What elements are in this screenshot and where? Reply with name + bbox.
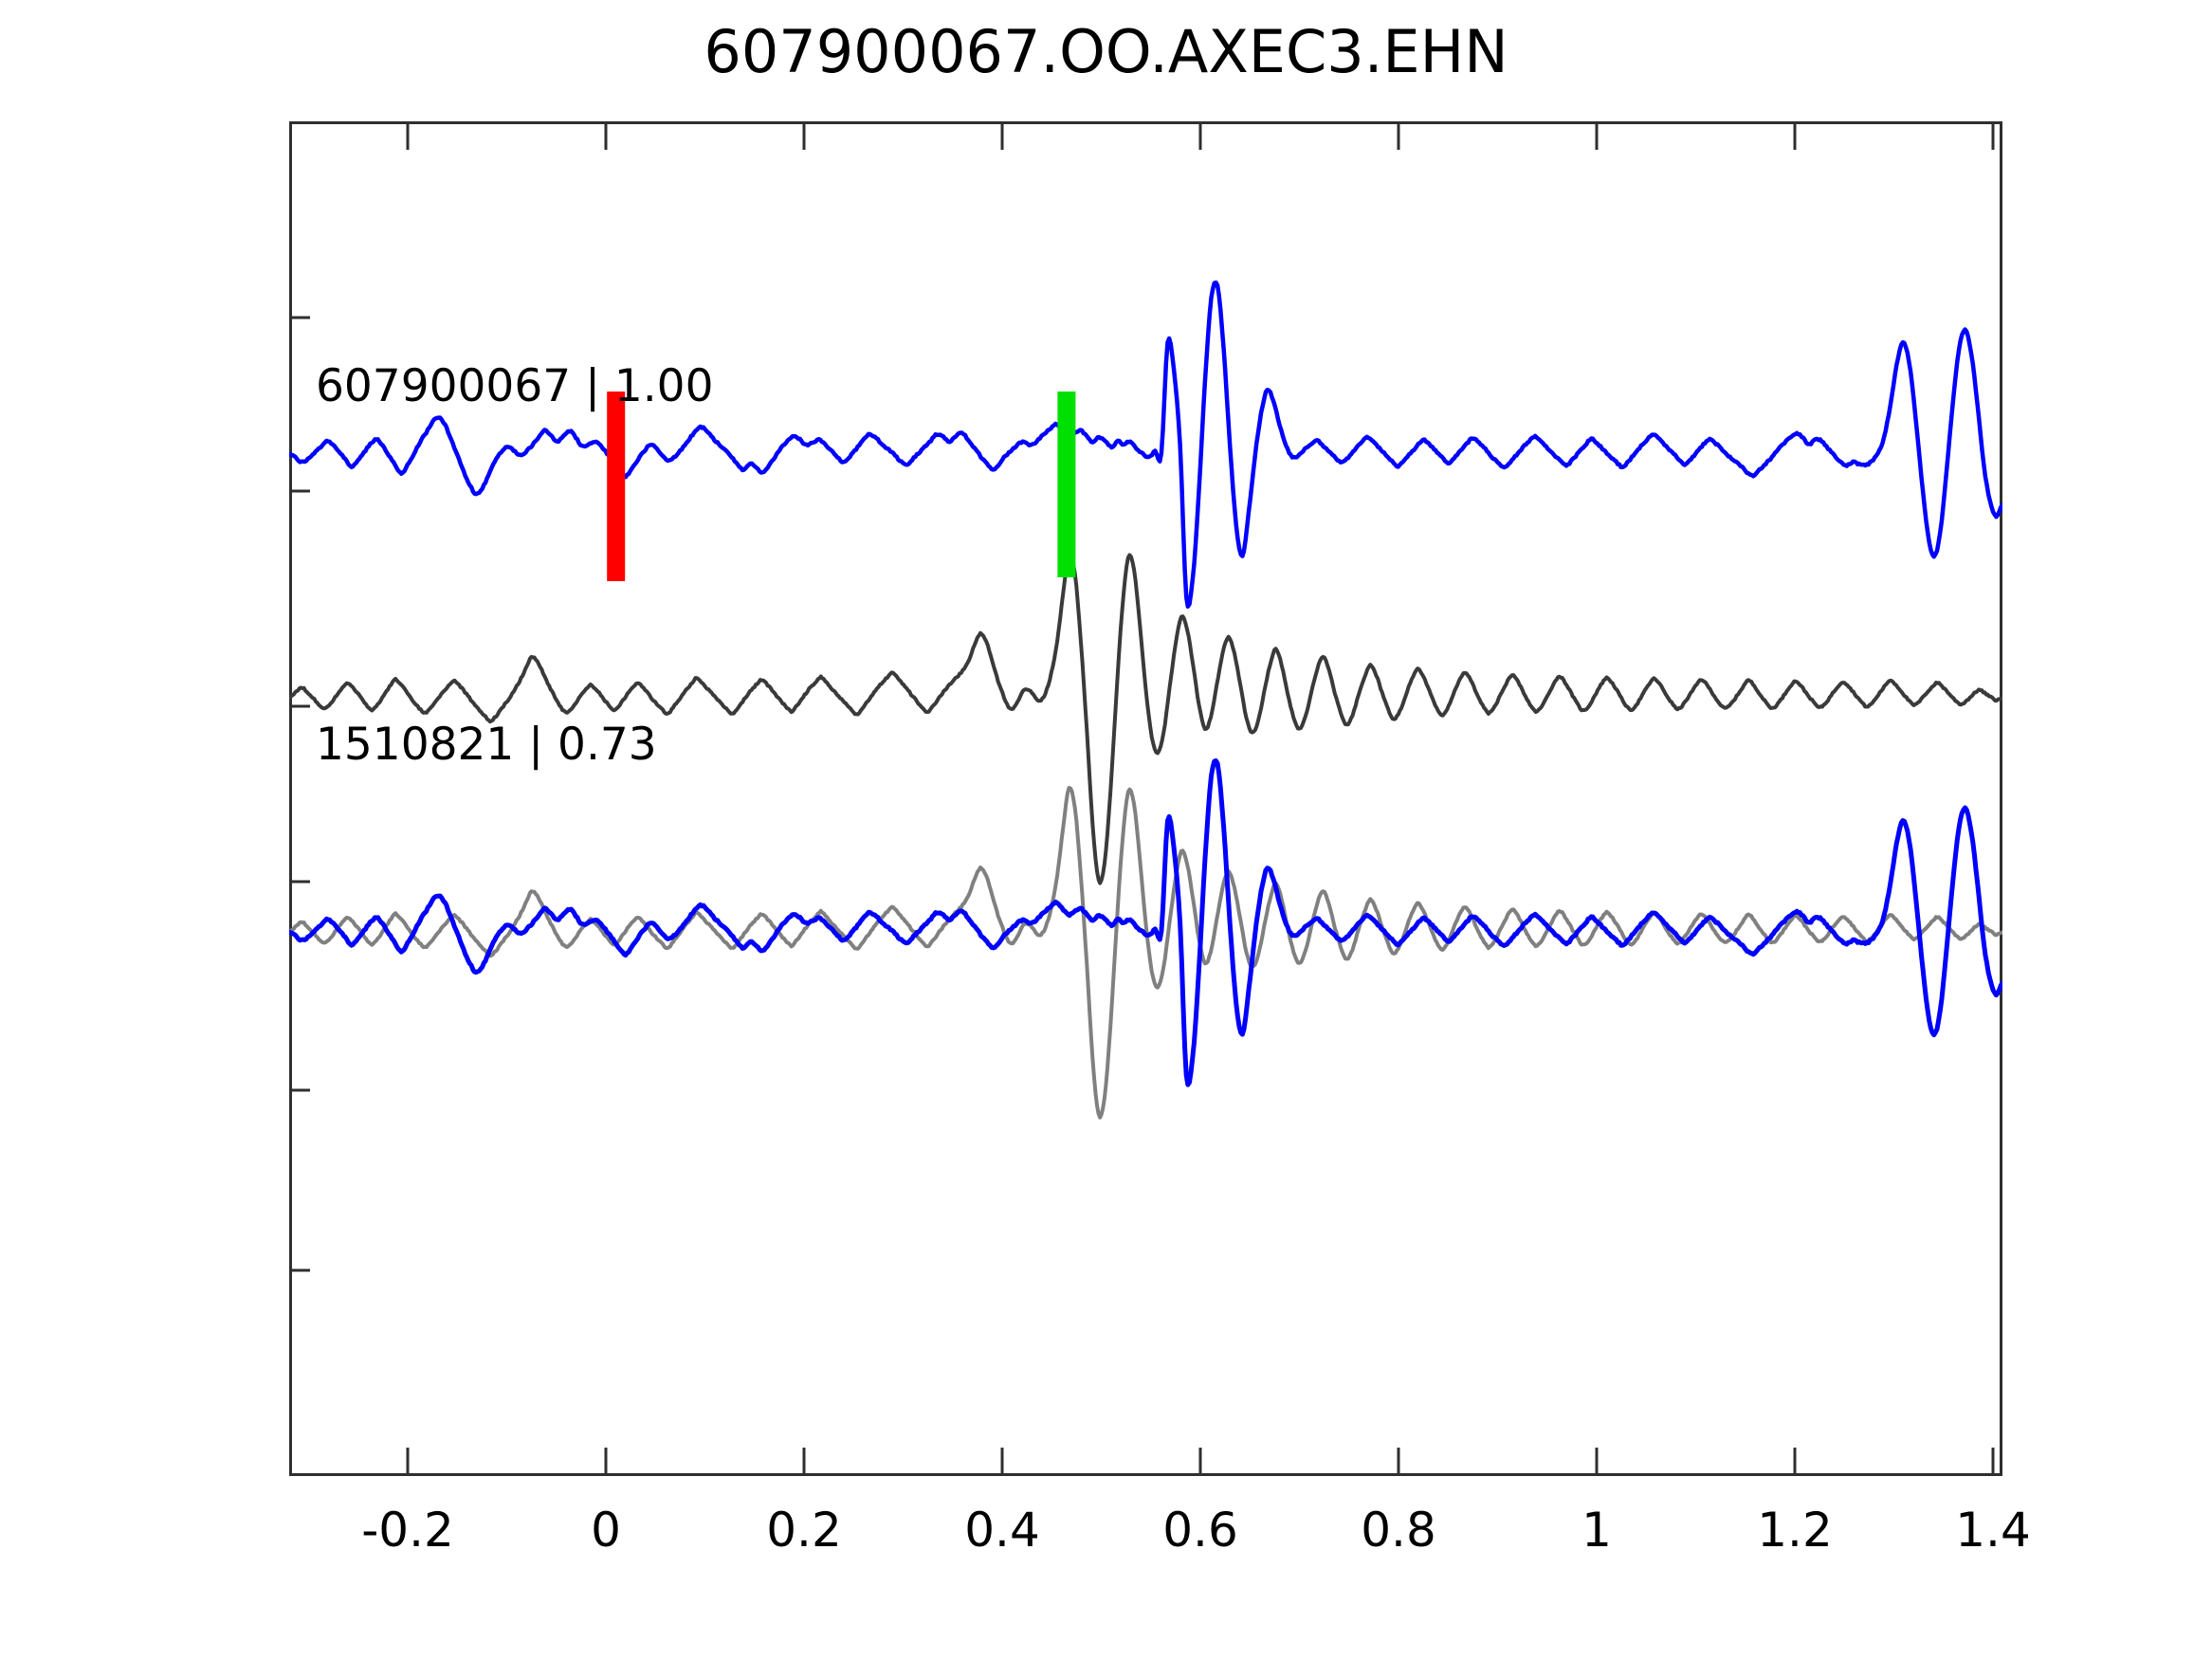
xtick-label-2: 0.2 [766, 1503, 842, 1558]
xtick-label-5: 0.8 [1361, 1503, 1436, 1558]
xtick-label-6: 1 [1581, 1503, 1612, 1558]
trace-detection-dark [289, 551, 2002, 885]
xtick-label-3: 0.4 [964, 1503, 1040, 1558]
trace-label-detection: 1510821 | 0.73 [316, 719, 657, 771]
trace-template-blue [289, 280, 2002, 610]
plot-area: 607900067 | 1.00 1510821 | 0.73 [289, 121, 2002, 1476]
xtick-label-8: 1.4 [1955, 1503, 2031, 1558]
xtick-label-4: 0.6 [1162, 1503, 1238, 1558]
trace-overlay-gray [289, 786, 2002, 1120]
y-axis-ticks [289, 316, 310, 1272]
page-title: 607900067.OO.AXEC3.EHN [704, 17, 1508, 86]
trace-label-template: 607900067 | 1.00 [316, 360, 714, 412]
trace-overlay-blue [289, 757, 2002, 1087]
x-axis-ticks [406, 121, 1995, 1476]
waveform-plot-svg [289, 121, 2002, 1476]
p-pick-marker [607, 392, 626, 581]
xtick-label-1: 0 [591, 1503, 621, 1558]
xtick-label-7: 1.2 [1757, 1503, 1833, 1558]
xtick-label-0: -0.2 [361, 1503, 454, 1558]
plot-frame [289, 121, 2002, 1476]
s-pick-marker [1057, 392, 1076, 577]
